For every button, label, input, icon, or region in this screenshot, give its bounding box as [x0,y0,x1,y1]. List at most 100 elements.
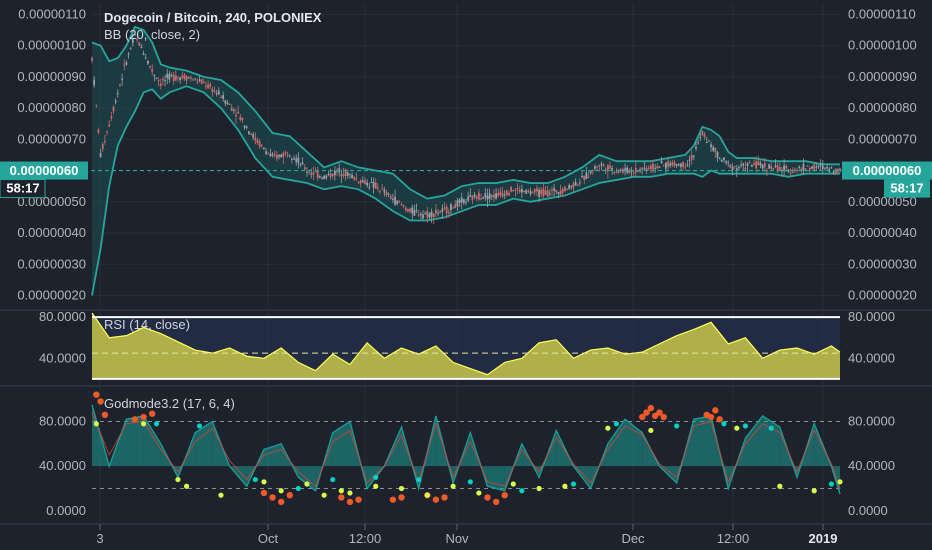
godmode-oversold-dot [777,483,783,489]
candle-body [366,182,369,186]
candle-body [97,129,100,133]
candle-body [303,167,306,170]
godmode-overbought-dot [707,413,715,421]
candle-body [301,162,304,164]
candle-body [570,186,573,188]
candle-body [503,194,506,196]
godmode-oversold-dot [811,488,817,494]
candle-body [275,154,278,159]
candle-body [155,78,158,80]
candle-body [265,151,268,154]
candle-body [439,210,442,213]
godmode-overbought-dot [101,411,109,418]
candle-body [606,164,609,172]
candle-body [744,167,747,170]
candle-body [755,161,758,169]
candle-body [566,188,568,190]
bb-indicator-label[interactable]: BB (20, close, 2) [104,27,201,42]
candle-body [426,210,429,218]
godmode-overbought-dot [712,407,719,414]
candle-body [488,193,491,199]
candle-body [480,198,482,200]
candle-body [340,174,343,176]
candle-body [802,164,805,172]
candle-body [675,164,678,166]
price-badge-right [842,161,932,180]
candle-body [202,82,205,84]
candle-body [824,167,826,169]
candle-body [647,167,650,170]
candle-body [710,144,712,147]
candle-body [778,167,781,170]
countdown-badge-right [884,179,930,198]
candle-body [209,84,212,87]
godmode-oversold-dot [398,485,405,492]
candle-body [256,140,259,143]
candle-body [628,169,631,174]
godmode-sell-dot [484,494,491,501]
x-axis-tick-label: 12:00 [717,531,750,546]
candle-body [346,172,349,176]
candle-body [282,152,285,157]
godmode-cyan-dot [467,479,473,485]
candle-body [106,131,108,133]
candle-body [226,102,229,105]
candle-body [344,169,347,177]
candle-body [798,166,801,168]
godmode-indicator-label[interactable]: Godmode3.2 (17, 6, 4) [104,396,235,411]
candle-body [243,125,246,128]
candle-body [379,191,381,193]
candle-body [544,190,547,195]
candle-body [123,64,126,66]
candle-body [456,200,459,207]
candle-body [250,133,252,135]
godmode-wave-fill [126,415,144,467]
rsi-axis-tick-right: 80.0000 [848,309,895,324]
candle-body [407,208,409,212]
godmode-wave-fill [487,466,505,491]
godmode-oversold-dot [605,425,611,431]
candle-body [312,172,315,175]
candle-body [417,214,420,216]
candle-body [809,167,811,171]
candle-body [129,48,132,50]
symbol-title[interactable]: Dogecoin / Bitcoin, 240, POLONIEX [104,10,322,25]
candle-body [409,208,412,212]
godmode-overbought-dot [131,416,139,423]
candle-body [364,180,366,185]
candle-body [508,192,510,196]
candle-body [361,180,364,183]
godmode-oversold-dot [648,427,654,434]
godmode-signal-line [91,412,841,489]
godmode-wave-fill [625,419,643,467]
godmode-sell-dot [441,494,448,501]
candle-body [611,167,614,171]
price-badge-left-text: 0.00000060 [10,163,79,178]
candle-body [368,186,371,188]
candle-body [821,165,824,169]
candle-body [252,134,255,138]
candle-body [351,174,353,179]
candle-body [813,164,816,170]
x-axis-tick-label: 3 [96,531,103,546]
godmode-sell-dot [389,496,397,503]
candle-body [660,160,663,164]
candle-body [385,192,388,196]
godmode-axis-tick-right: 40.0000 [848,458,895,473]
rsi-axis-tick-left: 40.0000 [39,350,86,365]
candle-body [682,161,684,167]
candle-body [753,163,755,165]
rsi-indicator-label[interactable]: RSI (14, close) [104,317,190,332]
candle-body [323,175,326,180]
candle-body [707,140,710,142]
rsi-axis-tick-right: 40.0000 [848,350,895,365]
price-axis-tick-left: 0.00000030 [17,256,86,271]
candle-body [615,171,618,173]
godmode-oversold-dot [338,488,344,494]
candle-body [725,161,727,163]
candle-body [482,197,485,199]
candle-body [626,167,629,173]
candle-body [308,172,310,174]
